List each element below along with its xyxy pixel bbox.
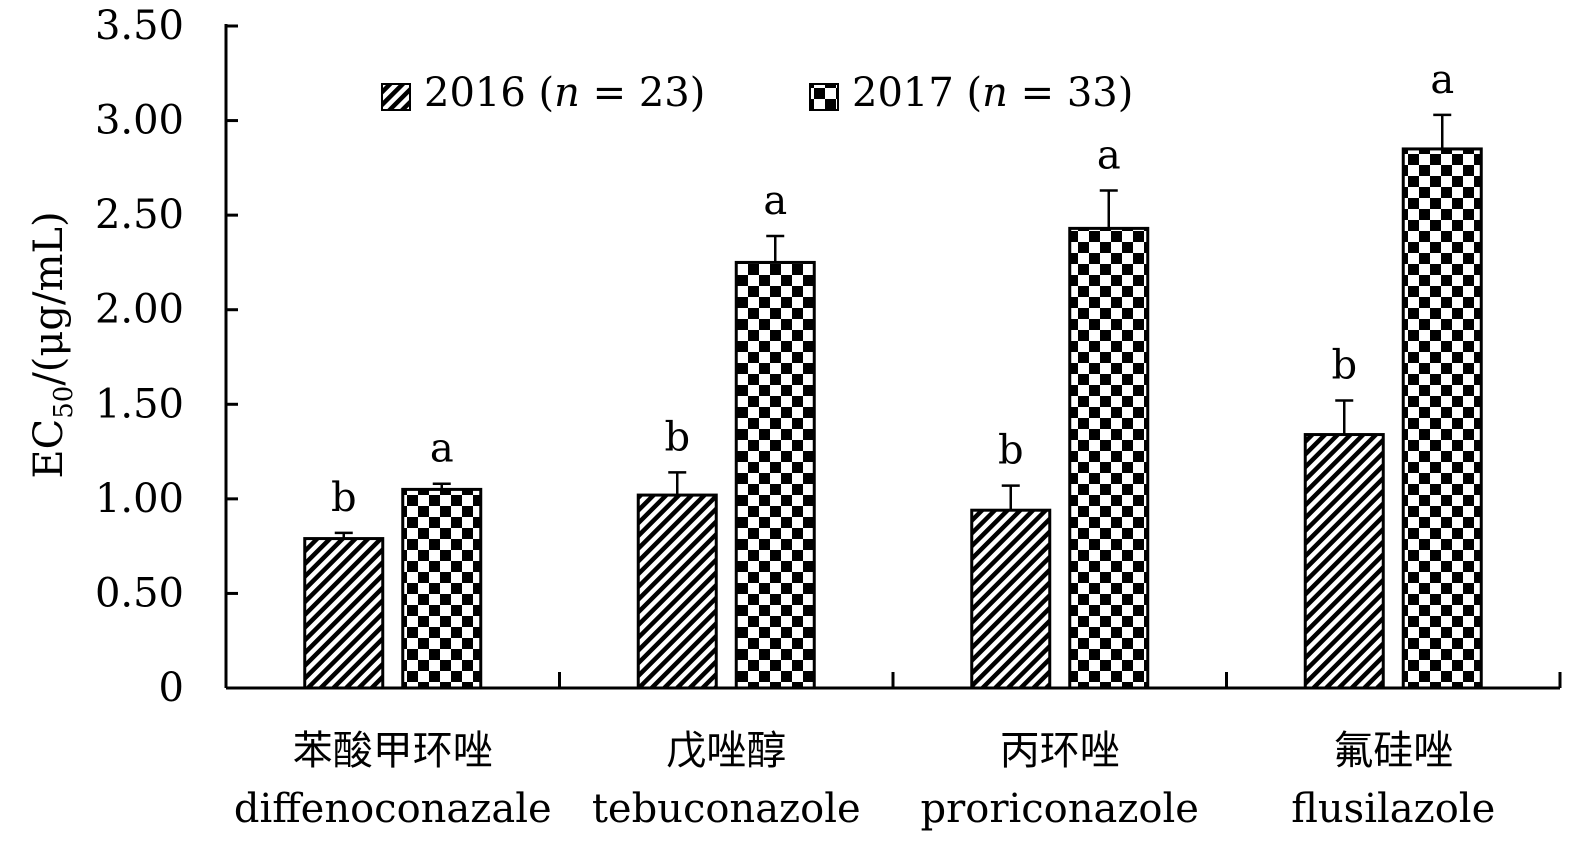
bar-2017-2: [734, 260, 816, 690]
y-tick-label: 3.00: [95, 98, 184, 144]
bar-2016-4: [1303, 433, 1385, 690]
y-tick-label: 0.50: [95, 570, 184, 616]
legend-label-2017: 2017 (n = 33): [852, 70, 1133, 116]
y-tick-label: 1.00: [95, 476, 184, 522]
significance-label-2017-2: a: [763, 178, 787, 224]
bar-2017-3: [1068, 226, 1150, 690]
significance-label-2016-2: b: [664, 414, 690, 460]
bar-2016-1: [303, 537, 385, 690]
legend-item-2016: 2016 (n = 23): [381, 70, 705, 116]
significance-label-2017-4: a: [1430, 57, 1454, 103]
y-tick-label: 1.50: [95, 381, 184, 427]
x-category-label-en: flusilazole: [1291, 786, 1495, 832]
legend-swatch-2016: [381, 83, 411, 111]
x-category-label-zh: 丙环唑: [1000, 728, 1120, 774]
significance-label-2016-3: b: [998, 428, 1024, 474]
plot-area: 0 0.50 1.00 1.50 2.00 2.50 3.00 3.50 b a 苯酸甲环唑 diff…: [95, 3, 1562, 832]
x-category-label-en: diffenoconazale: [234, 786, 552, 832]
x-category-label-zh: 苯酸甲环唑: [293, 728, 493, 774]
legend: 2016 (n = 23) 2017 (n = 33): [381, 70, 1133, 116]
significance-label-2017-1: a: [430, 426, 454, 472]
legend-swatch-2017: [809, 83, 839, 111]
y-tick-label: 2.00: [95, 287, 184, 333]
y-tick-label: 3.50: [95, 3, 184, 49]
bar-2016-3: [970, 508, 1052, 690]
bar-2017-1: [401, 487, 483, 690]
significance-label-2017-3: a: [1097, 133, 1121, 179]
y-tick-label: 2.50: [95, 192, 184, 238]
x-category-label-en: tebuconazole: [592, 786, 861, 832]
bar-2017-4: [1401, 147, 1483, 690]
legend-item-2017: 2017 (n = 33): [809, 70, 1133, 116]
bar-2016-2: [636, 493, 718, 690]
x-category-label-zh: 戊唑醇: [666, 728, 786, 774]
x-category-label-zh: 氟硅唑: [1333, 728, 1453, 774]
legend-label-2016: 2016 (n = 23): [424, 70, 705, 116]
y-axis-label: EC50/(μg/mL): [26, 211, 79, 478]
significance-label-2016-1: b: [331, 475, 357, 521]
x-category-label-en: proriconazole: [921, 786, 1199, 832]
significance-label-2016-4: b: [1331, 343, 1357, 389]
y-tick-label: 0: [159, 665, 184, 711]
